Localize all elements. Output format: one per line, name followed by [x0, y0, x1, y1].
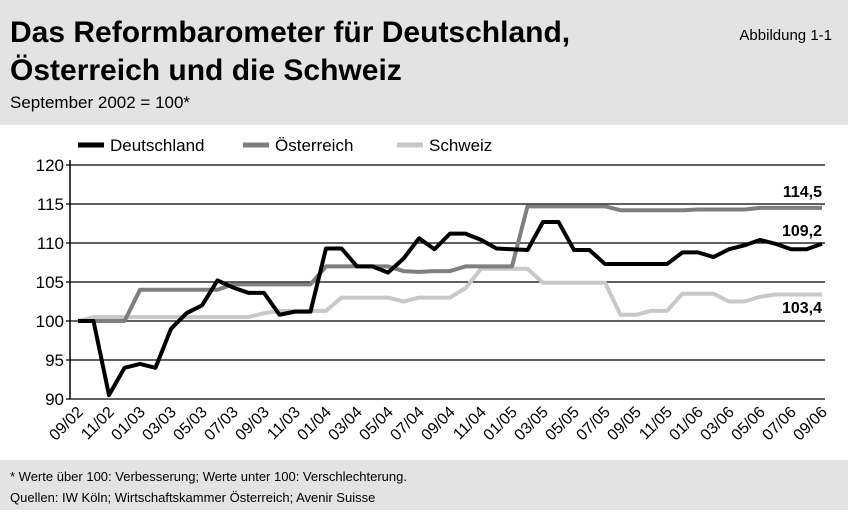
y-tick-label: 95	[45, 351, 64, 370]
y-tick-label: 105	[36, 273, 64, 292]
annotation: 103,4	[782, 300, 822, 317]
y-tick-label: 115	[37, 195, 64, 214]
footnote: * Werte über 100: Verbesserung; Werte un…	[10, 469, 407, 484]
chart-title: Österreich und die Schweiz	[10, 54, 402, 87]
annotation: 114,5	[783, 184, 822, 201]
footer-bg	[0, 460, 848, 510]
y-tick-label: 100	[36, 312, 64, 331]
chart-title: Das Reformbarometer für Deutschland,	[10, 16, 570, 49]
y-tick-label: 90	[45, 390, 64, 409]
subtitle: September 2002 = 100*	[10, 93, 190, 112]
header-bg	[0, 0, 848, 125]
source: Quellen: IW Köln; Wirtschaftskammer Öste…	[10, 490, 375, 505]
legend-label: Österreich	[275, 136, 353, 155]
series-line	[78, 204, 822, 323]
figure-label: Abbildung 1-1	[739, 27, 832, 44]
series-line	[77, 266, 822, 323]
annotation: 109,2	[782, 223, 822, 240]
y-tick-label: 120	[36, 156, 64, 175]
series-line	[78, 219, 823, 398]
legend-label: Deutschland	[110, 136, 205, 155]
legend-label: Schweiz	[429, 136, 492, 155]
y-tick-label: 110	[37, 234, 64, 253]
